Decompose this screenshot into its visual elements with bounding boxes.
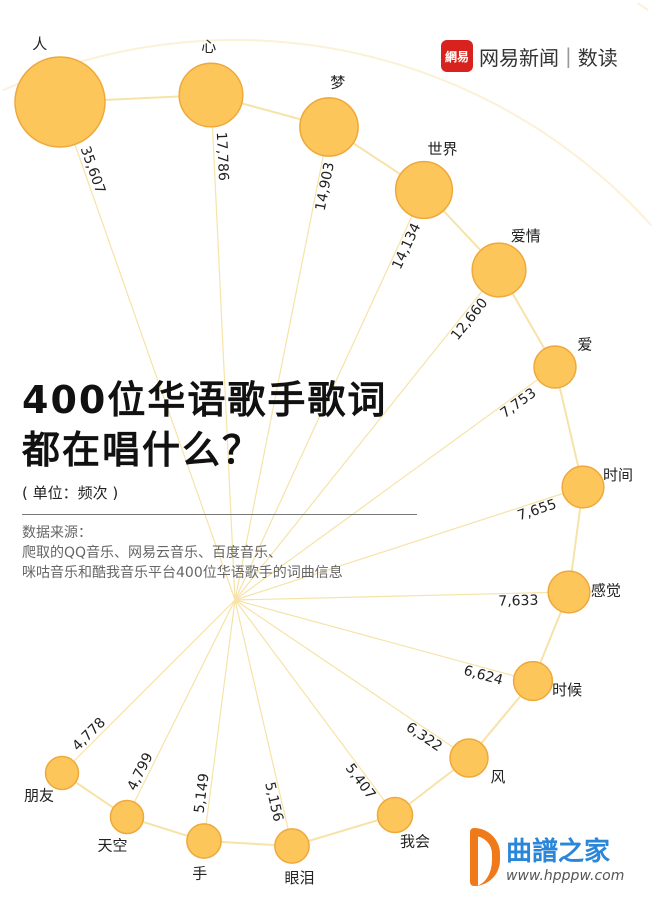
word-label: 风 [490,768,505,786]
word-label: 眼泪 [284,869,314,887]
value-label: 4,778 [69,715,109,755]
bubble-我会 [376,796,414,834]
spoke-line [210,94,236,601]
value-label: 14,134 [389,221,424,272]
watermark-name: 曲譜之家 [506,836,611,867]
value-label: 4,799 [124,750,156,793]
divider [22,514,417,515]
title-line-2: 都在唱什么？ [22,428,263,472]
value-label: 6,322 [403,719,445,755]
value-label: 17,786 [213,132,231,182]
bubble-眼泪 [274,828,310,864]
spoke-line [61,599,236,774]
bubble-世界 [394,160,454,220]
bubble-心 [178,62,244,128]
bubble-感觉 [547,570,591,614]
netease-logo-mark: 網易 [441,40,473,72]
value-label: 7,753 [498,385,540,422]
spoke-line [203,599,236,842]
word-label: 朋友 [24,786,54,804]
spoke-line [234,486,584,601]
value-label: 5,407 [342,761,379,803]
spoke-line [234,366,556,601]
watermark-url: www.hpppw.com [506,867,625,884]
background-ring [637,2,649,12]
bubble-梦 [299,97,359,157]
logo-section: 数读 [577,45,618,70]
data-source: 数据来源： 爬取的QQ音乐、网易云音乐、百度音乐、 咪咕音乐和酷我音乐平台400… [22,523,343,583]
word-label: 手 [192,864,207,882]
spoke-line [234,189,425,601]
source-label: 数据来源： [22,525,92,541]
bubble-爱 [533,345,577,389]
value-label: 7,633 [498,593,538,610]
spoke-line [234,599,470,759]
logo-separator: | [565,44,572,68]
word-label: 心 [201,38,216,56]
value-label: 14,903 [313,161,338,212]
word-label: 梦 [330,73,345,91]
word-label: 爱情 [511,227,541,245]
spoke-line [59,101,236,601]
watermark: 曲譜之家 www.hpppw.com [470,828,624,886]
bubble-风 [449,738,489,778]
word-label: 天空 [98,837,128,855]
watermark-logo-icon [470,828,500,886]
word-label: 时间 [603,466,633,484]
chart-title: 400位华语歌手歌词 都在唱什么？ [22,375,387,475]
value-label: 35,607 [77,144,108,196]
bubble-天空 [109,799,145,835]
word-label: 时候 [552,681,582,699]
unit-label: ( 单位：频次 ) [22,484,119,502]
background-ring [2,39,652,226]
bubble-爱情 [471,242,527,298]
logo-text: 网易新闻 [479,45,559,70]
spoke-line [234,599,396,816]
value-label: 5,156 [261,781,286,824]
word-label: 爱 [577,336,592,354]
bubble-时候 [512,660,554,702]
title-line-1: 400位华语歌手歌词 [22,378,388,422]
bubble-朋友 [44,755,80,791]
spoke-line [234,591,570,601]
source-line-1: 爬取的QQ音乐、网易云音乐、百度音乐、 [22,545,283,561]
bubble-人 [14,56,106,148]
spoke-line [234,599,534,682]
word-label: 世界 [428,140,458,158]
spoke-line [234,269,500,601]
value-label: 6,624 [462,663,505,689]
netease-logo: 網易 网易新闻 | 数读 [441,40,618,72]
spoke-line [234,126,330,601]
bubble-手 [186,823,222,859]
word-label: 人 [32,35,47,53]
spoke-line [234,599,293,847]
value-label: 7,655 [516,497,559,525]
source-line-2: 咪咕音乐和酷我音乐平台400位华语歌手的词曲信息 [22,565,343,581]
spoke-line [126,599,236,818]
word-label: 我会 [400,832,430,850]
value-label: 12,660 [448,295,491,343]
value-label: 5,149 [192,772,213,814]
bubble-时间 [561,465,605,509]
word-label: 感觉 [591,582,621,600]
